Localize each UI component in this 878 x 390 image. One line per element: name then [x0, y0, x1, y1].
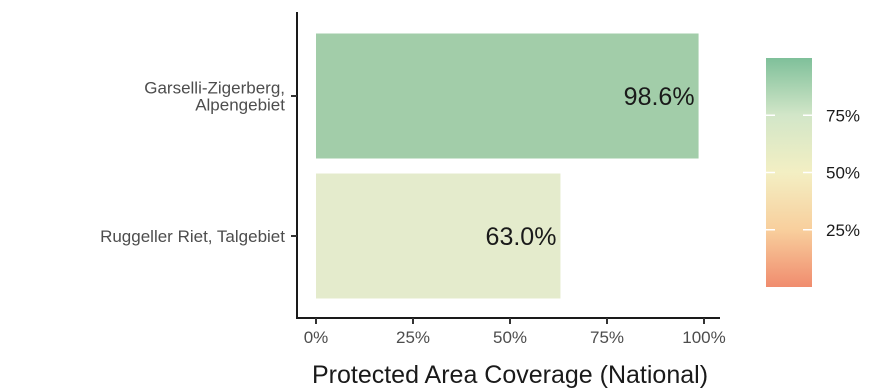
bar-data-label: 63.0%	[486, 223, 557, 251]
x-tick-label: 25%	[396, 328, 430, 347]
bar	[316, 173, 561, 299]
x-axis-title: Protected Area Coverage (National)	[312, 361, 708, 389]
colorbar-label: 75%	[826, 106, 860, 125]
x-tick-label: 100%	[682, 328, 725, 347]
colorbar-label: 50%	[826, 164, 860, 183]
y-axis: Garselli-Zigerberg, Alpengebiet Ruggeller …	[100, 79, 297, 246]
x-tick-label: 50%	[493, 328, 527, 347]
colorbar-label: 25%	[826, 221, 860, 240]
category-label: Ruggeller Riet, Talgebiet	[100, 227, 285, 246]
bar	[316, 33, 699, 159]
colorbar-legend: 25% 50% 75%	[766, 58, 860, 287]
bars-layer: 98.6% 63.0%	[316, 33, 699, 299]
bar-data-label: 98.6%	[624, 83, 695, 111]
category-label: Garselli-Zigerberg, Alpengebiet	[144, 79, 285, 115]
x-axis: 0% 25% 50% 75% 100%	[304, 318, 726, 347]
x-tick-label: 0%	[304, 328, 329, 347]
x-tick-label: 75%	[590, 328, 624, 347]
